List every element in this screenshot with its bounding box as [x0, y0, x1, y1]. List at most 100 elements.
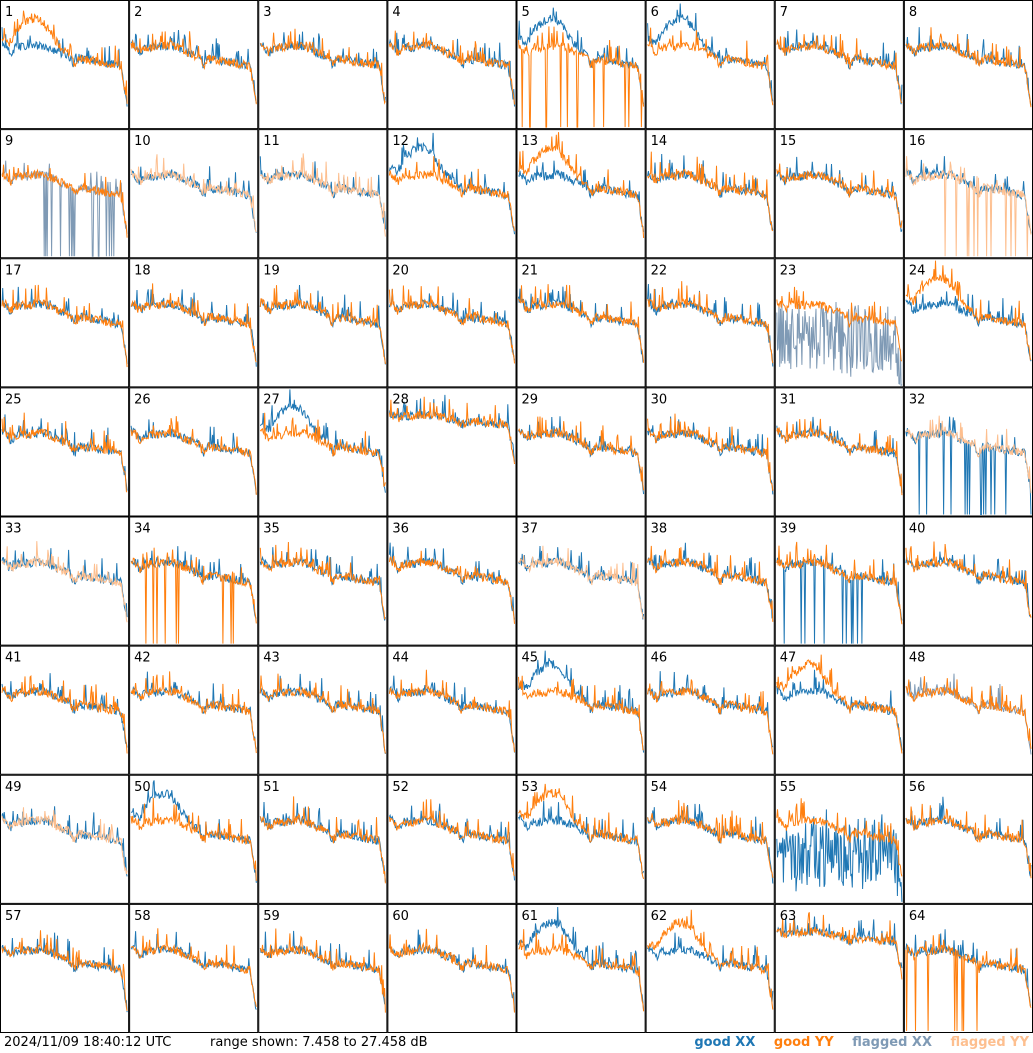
panel-number: 49: [5, 780, 22, 795]
series-yy-line: [130, 154, 257, 233]
series-yy-line: [130, 283, 257, 363]
panel-number: 51: [263, 780, 280, 795]
series-xx-line: [518, 7, 645, 105]
panel-number: 47: [780, 651, 797, 666]
panel-54: 54: [645, 774, 775, 904]
series-yy-line: [647, 800, 774, 878]
series-yy-line: [905, 803, 1032, 879]
series-yy-line: [776, 912, 903, 980]
panel-frame: [129, 258, 259, 388]
panel-frame: [129, 516, 259, 646]
series-yy-line: [388, 550, 515, 624]
panel-58: 58: [129, 903, 259, 1033]
series-yy-line: [1, 10, 128, 104]
panel-frame: [0, 774, 130, 904]
panel-30: 30: [645, 387, 775, 517]
panel-60: 60: [387, 903, 517, 1033]
panel-6: 6: [645, 0, 775, 130]
series-yy-line: [1, 541, 128, 623]
panel-number: 52: [392, 780, 409, 795]
panel-number: 39: [780, 522, 797, 537]
series-yy-line: [388, 285, 515, 364]
panel-number: 16: [909, 134, 926, 149]
panel-11: 11: [258, 129, 388, 259]
panel-frame: [516, 516, 646, 646]
panel-number: 5: [522, 5, 530, 20]
series-yy-line: [259, 928, 386, 1013]
panel-number: 13: [522, 134, 539, 149]
series-yy-line: [905, 541, 1032, 618]
panel-number: 55: [780, 780, 797, 795]
panel-26: 26: [129, 387, 259, 517]
panel-number: 58: [134, 909, 151, 924]
panel-45: 45: [516, 645, 646, 775]
panel-number: 17: [5, 263, 22, 278]
panel-number: 11: [263, 134, 280, 149]
panel-number: 29: [522, 392, 539, 407]
panel-9: 9: [0, 129, 130, 259]
panel-number: 56: [909, 780, 926, 795]
legend-good-xx: good XX: [694, 1035, 756, 1050]
panel-frame: [774, 129, 904, 259]
panel-number: 61: [522, 909, 539, 924]
panel-number: 59: [263, 909, 280, 924]
panel-frame: [645, 903, 775, 1033]
series-yy-line: [647, 679, 774, 755]
series-xx-line: [130, 671, 257, 750]
panel-24: 24: [903, 258, 1033, 388]
panel-22: 22: [645, 258, 775, 388]
series-yy-line: [647, 151, 774, 232]
panel-frame: [387, 774, 517, 904]
panel-23: 23: [774, 258, 904, 388]
panel-51: 51: [258, 774, 388, 904]
panel-number: 23: [780, 263, 797, 278]
series-yy-line: [130, 31, 257, 105]
series-yy-line: [388, 799, 515, 877]
panel-frame: [645, 129, 775, 259]
panel-52: 52: [387, 774, 517, 904]
panel-15: 15: [774, 129, 904, 259]
series-yy-line: [776, 798, 903, 877]
series-yy-line: [1, 675, 128, 754]
panel-46: 46: [645, 645, 775, 775]
series-yy-line: [518, 284, 645, 363]
series-xx-line: [388, 132, 515, 235]
panel-frame: [129, 387, 259, 517]
series-yy-line: [1, 930, 128, 1011]
panel-number: 53: [522, 780, 539, 795]
panel-number: 14: [651, 134, 668, 149]
series-xx-line: [905, 929, 1032, 1006]
panel-number: 3: [263, 5, 271, 20]
panel-frame: [516, 0, 646, 130]
panel-28: 28: [387, 387, 517, 517]
panel-53: 53: [516, 774, 646, 904]
panel-number: 7: [780, 5, 788, 20]
panel-number: 48: [909, 651, 926, 666]
series-yy-line: [130, 671, 257, 754]
panel-number: 50: [134, 780, 151, 795]
series-yy-line: [518, 783, 645, 879]
panel-number: 12: [392, 134, 409, 149]
panel-number: 37: [522, 522, 539, 537]
panel-41: 41: [0, 645, 130, 775]
panel-number: 57: [5, 909, 22, 924]
series-yy-line: [388, 928, 515, 1013]
panel-7: 7: [774, 0, 904, 130]
series-yy-line: [647, 413, 774, 491]
series-yy-line: [130, 416, 257, 495]
panel-32: 32: [903, 387, 1033, 517]
series-xx-line: [130, 931, 257, 1010]
panel-number: 6: [651, 5, 659, 20]
panel-35: 35: [258, 516, 388, 646]
series-yy-line: [259, 796, 386, 884]
panel-frame: [0, 903, 130, 1033]
panel-38: 38: [645, 516, 775, 646]
series-yy-line: [905, 934, 1032, 1032]
panel-44: 44: [387, 645, 517, 775]
panel-frame: [258, 258, 388, 388]
series-yy-line: [518, 545, 645, 620]
panel-number: 44: [392, 651, 409, 666]
panel-48: 48: [903, 645, 1033, 775]
panel-number: 34: [134, 522, 151, 537]
